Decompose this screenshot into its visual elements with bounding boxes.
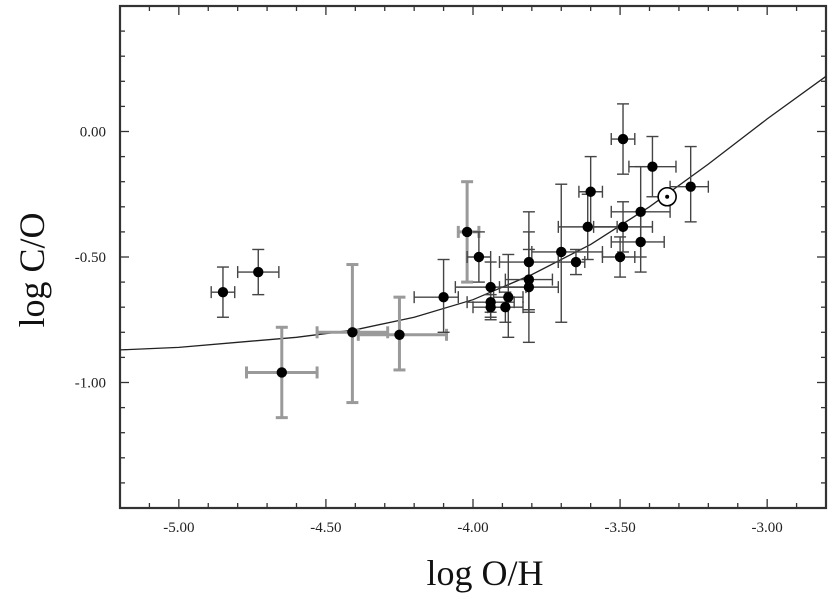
data-point (485, 281, 496, 293)
x-tick-label: -3.00 (752, 520, 783, 536)
x-tick-label: -4.50 (310, 520, 341, 536)
y-tick-label: -1.00 (75, 376, 106, 392)
data-point (614, 251, 626, 263)
data-point (556, 246, 567, 258)
y-axis-title: log C/O (12, 212, 52, 327)
y-tick-label: 0.00 (80, 125, 106, 141)
data-point (485, 302, 496, 313)
data-point (635, 206, 646, 218)
data-point (685, 181, 696, 192)
error-bar (531, 183, 604, 323)
error-bar (466, 231, 492, 283)
data-point (570, 256, 582, 268)
data-point (473, 251, 485, 263)
data-point (347, 327, 358, 338)
solar-symbol-layer (657, 186, 677, 207)
data-point (617, 221, 629, 233)
data-point (500, 302, 511, 313)
data-point (585, 186, 596, 197)
data-point (582, 221, 593, 233)
data-point (276, 367, 287, 378)
x-tick-label: -5.00 (163, 520, 194, 536)
y-axis: 0.00 -0.50 -1.00 (75, 5, 826, 509)
x-tick-label: -4.00 (457, 520, 488, 536)
x-axis-title: log O/H (427, 553, 544, 593)
data-point (394, 329, 405, 341)
data-point (617, 133, 629, 145)
data-point (438, 291, 449, 303)
data-point (217, 286, 229, 298)
model-curve-layer (119, 75, 827, 351)
error-bar (413, 258, 459, 333)
data-point (635, 236, 646, 248)
data-point (523, 274, 535, 285)
model-curve (119, 75, 827, 351)
data-point (523, 256, 535, 268)
x-axis: -5.00 -4.50 -4.00 -3.50 -3.00 (119, 6, 827, 536)
x-tick-label: -3.50 (604, 520, 635, 536)
data-point (461, 226, 473, 238)
data-point (503, 291, 514, 303)
y-tick-label: -0.50 (75, 250, 106, 266)
data-point (253, 266, 264, 278)
data-point (647, 161, 658, 172)
sun-symbol-dot (665, 194, 670, 199)
data-points-layer (217, 133, 696, 378)
data-point (523, 281, 535, 293)
